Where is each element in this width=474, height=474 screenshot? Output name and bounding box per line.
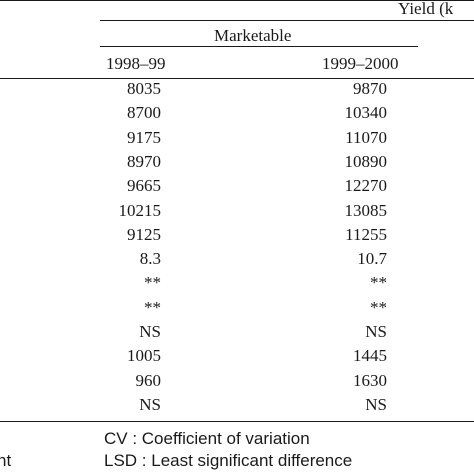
table-cell-1998-99: 960 (135, 370, 162, 390)
group-header-yield: Yield (k (398, 0, 454, 18)
table-cell-1999-2000: 13085 (344, 200, 388, 220)
bottom-rule (0, 421, 474, 422)
table-cell-1998-99: 8.3 (139, 249, 161, 269)
column-header-1999-2000: 1999–2000 (322, 54, 399, 73)
table-cell-1999-2000: ** (370, 297, 387, 317)
table-cell-1999-2000: ** (370, 273, 387, 293)
table-cell-1999-2000: 12270 (344, 176, 388, 196)
table-cell-1998-99: 10215 (118, 200, 162, 220)
table-cell-1998-99: NS (139, 394, 161, 414)
table-cell-1999-2000: 1630 (353, 370, 387, 390)
table-cell-1999-2000: NS (365, 394, 387, 414)
table-cell-1998-99: ** (144, 297, 161, 317)
table-cell-1998-99: 8970 (127, 151, 161, 171)
table-cell-1999-2000: 10890 (344, 151, 388, 171)
table-cell-1999-2000: 11070 (345, 127, 387, 147)
table-cell-1998-99: NS (139, 322, 161, 341)
column-header-rule (0, 78, 474, 79)
yield-header-rule (100, 20, 474, 21)
footnote-cv: CV : Coefficient of variation (104, 429, 310, 448)
footnote-lsd: LSD : Least significant difference (104, 451, 353, 470)
table-cell-1999-2000: 1445 (353, 346, 387, 366)
table-cell-1998-99: 8700 (127, 103, 161, 123)
table-cell-1999-2000: NS (365, 322, 387, 341)
table-cell-1998-99: 9665 (127, 176, 161, 196)
table-cell-1998-99: 9175 (127, 127, 161, 147)
footnote-left-fragment: nt (0, 451, 12, 470)
column-header-1998-99: 1998–99 (106, 54, 166, 73)
table-cell-1998-99: 9125 (127, 224, 161, 244)
table-cell-1998-99: ** (144, 273, 161, 293)
table-cell-1998-99: 1005 (127, 346, 161, 366)
table-cell-1999-2000: 10340 (344, 103, 388, 123)
top-rule (0, 0, 474, 1)
marketable-header-rule (100, 46, 418, 47)
table-cell-1999-2000: 9870 (353, 79, 387, 98)
table-cell-1999-2000: 10.7 (357, 249, 387, 269)
subheader-marketable: Marketable (214, 26, 292, 45)
table-cell-1999-2000: 11255 (345, 224, 387, 244)
table-cell-1998-99: 8035 (127, 79, 161, 98)
